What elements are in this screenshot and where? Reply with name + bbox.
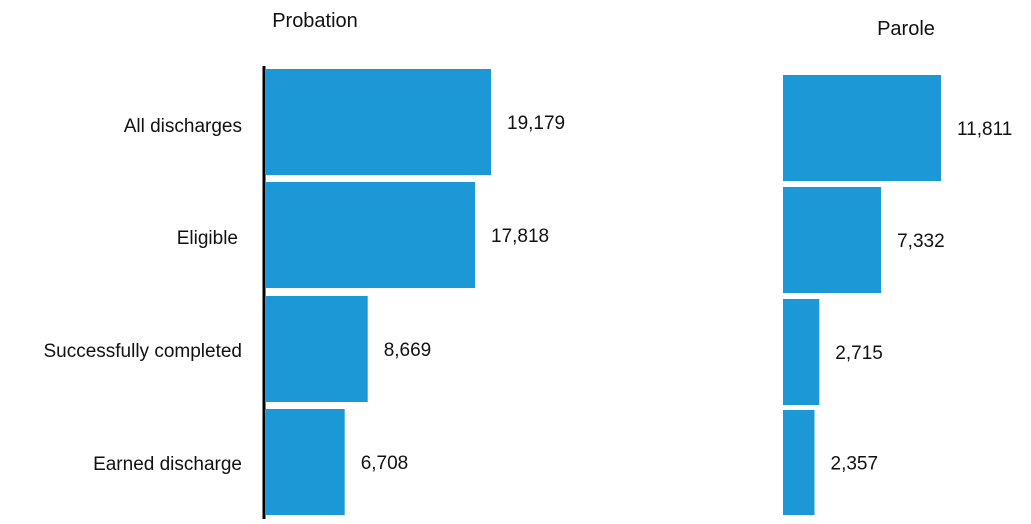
probation-value-label-all-discharges: 19,179 [507, 113, 565, 134]
parole-value-label-earned-discharge: 2,357 [831, 454, 879, 475]
category-label-all-discharges: All discharges [124, 116, 242, 137]
category-label-successfully-completed: Successfully completed [43, 341, 242, 362]
parole-panel-title: Parole [877, 18, 935, 40]
category-label-earned-discharge: Earned discharge [93, 454, 242, 475]
parole-value-label-eligible: 7,332 [897, 231, 945, 252]
parole-bar-earned-discharge [783, 410, 815, 515]
parole-bar-all-discharges [783, 75, 941, 181]
parole-value-label-successfully-completed: 2,715 [835, 343, 883, 364]
probation-value-label-eligible: 17,818 [491, 226, 549, 247]
parole-value-label-all-discharges: 11,811 [957, 119, 1012, 140]
parole-bar-eligible [783, 187, 882, 293]
probation-value-label-successfully-completed: 8,669 [384, 340, 432, 361]
probation-panel-title: Probation [272, 10, 358, 32]
category-label-eligible: Eligible [177, 228, 238, 249]
probation-bar-successfully-completed [266, 296, 368, 402]
probation-bar-all-discharges [266, 69, 491, 175]
probation-bar-earned-discharge [266, 409, 345, 515]
probation-value-label-earned-discharge: 6,708 [361, 453, 409, 474]
probation-bar-eligible [266, 182, 475, 288]
parole-bar-successfully-completed [783, 299, 820, 405]
bars-layer: 19,179 17,818 8,669 6,708 11,811 7,332 2,715 2,… [266, 69, 1012, 515]
